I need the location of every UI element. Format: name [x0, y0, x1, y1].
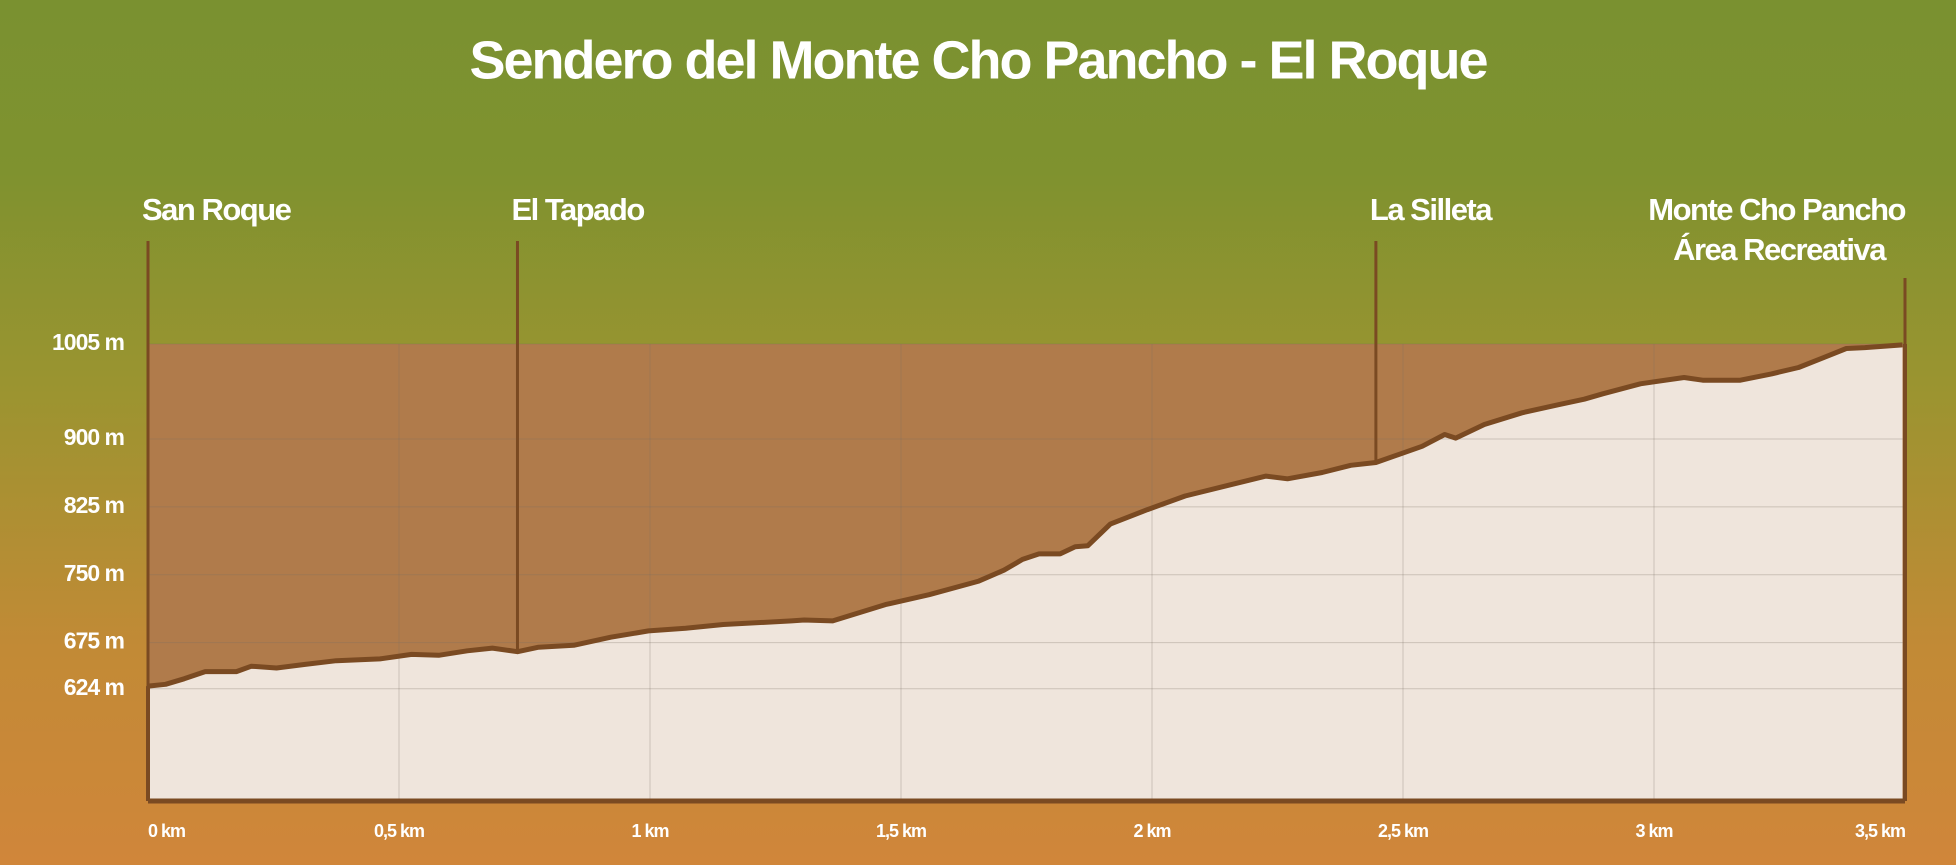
waypoint-label: San Roque — [142, 192, 292, 227]
x-tick-label: 3 km — [1635, 821, 1672, 841]
x-tick-label: 1,5 km — [876, 821, 926, 841]
y-tick-label: 624 m — [64, 674, 125, 700]
y-tick-label: 1005 m — [52, 329, 125, 355]
y-tick-label: 825 m — [64, 492, 125, 518]
waypoint-label: La Silleta — [1370, 192, 1493, 227]
plot: 624 m 675 m 750 m 825 m 900 m 1005 m 0 km 0,5 k… — [52, 192, 1907, 841]
x-tick-label: 0,5 km — [374, 821, 424, 841]
x-tick-label: 0 km — [148, 821, 185, 841]
x-tick-label: 2,5 km — [1378, 821, 1428, 841]
y-tick-label: 750 m — [64, 560, 125, 586]
x-tick-label: 2 km — [1133, 821, 1170, 841]
profile-fill — [148, 344, 1903, 801]
waypoint-label: El Tapado — [511, 192, 644, 227]
waypoint-label: Monte Cho Pancho — [1648, 192, 1905, 227]
x-tick-label: 3,5 km — [1855, 821, 1905, 841]
waypoint-label: Área Recreativa — [1673, 232, 1887, 267]
profile-line — [147, 342, 1903, 689]
y-tick-label: 900 m — [64, 424, 125, 450]
y-tick-label: 675 m — [64, 628, 125, 654]
chart-title: Sendero del Monte Cho Pancho - El Roque — [469, 30, 1487, 90]
x-tick-label: 1 km — [631, 821, 668, 841]
